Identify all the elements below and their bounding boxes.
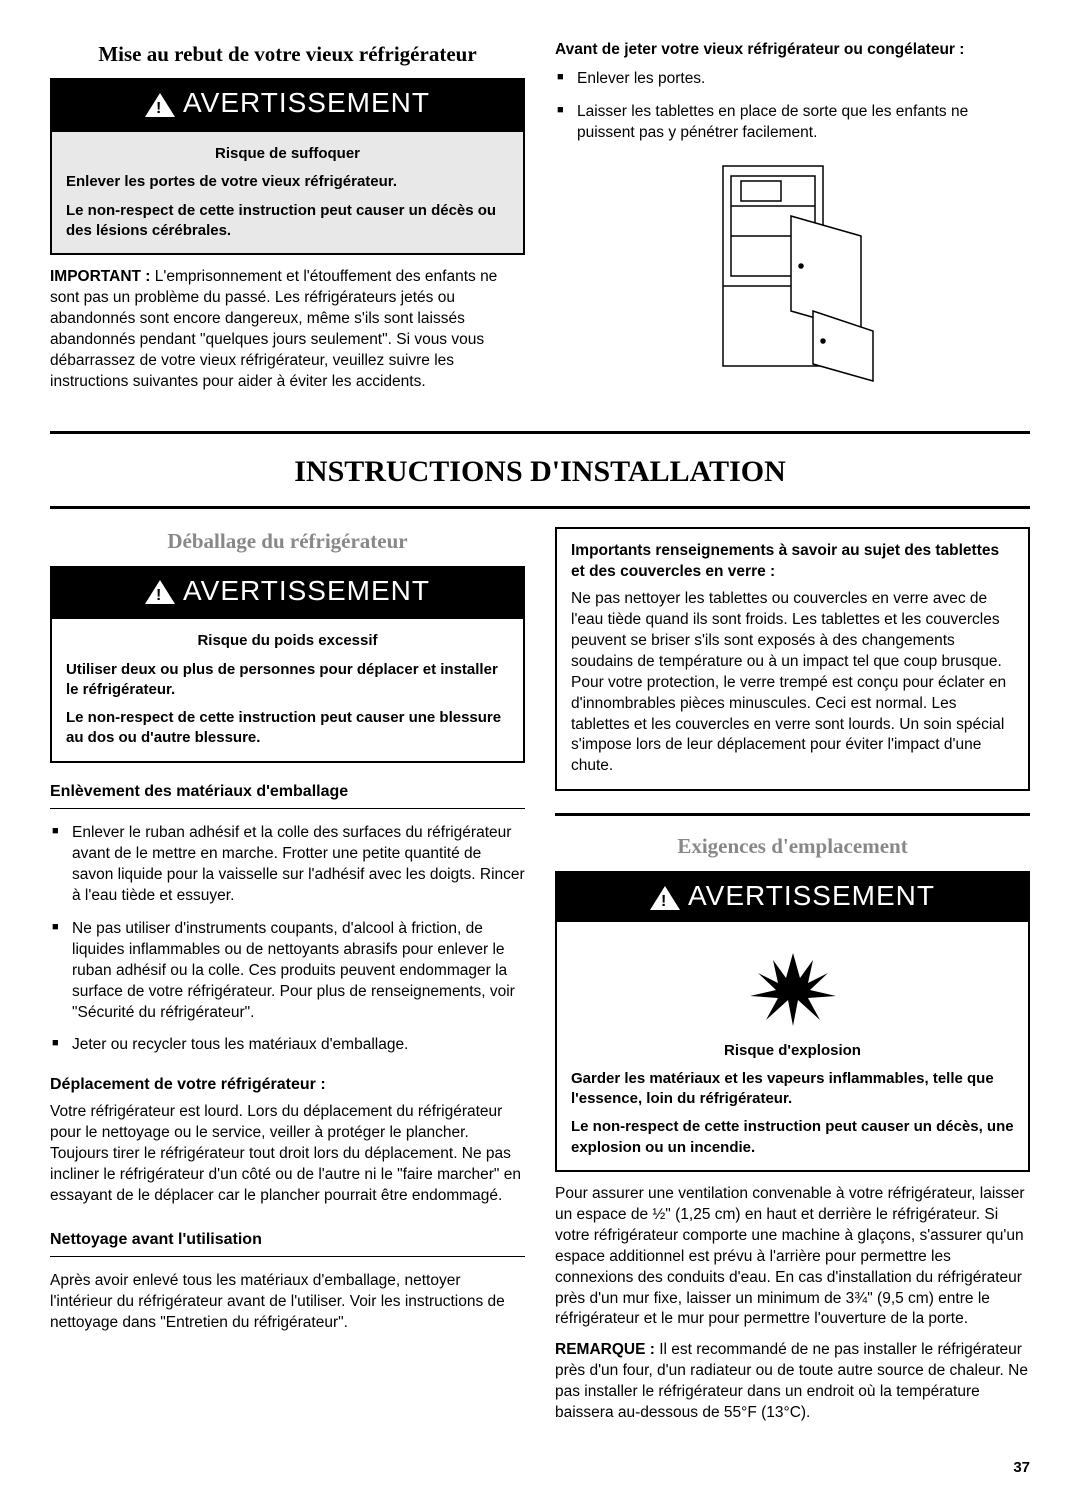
packaging-bullets: Enlever le ruban adhésif et la colle des… — [50, 823, 525, 1056]
cleaning-text: Après avoir enlevé tous les matériaux d'… — [50, 1271, 525, 1334]
explosion-icon — [571, 934, 1014, 1040]
disposal-heading: Mise au rebut de votre vieux réfrigérate… — [50, 40, 525, 68]
glass-infobox-body: Ne pas nettoyer les tablettes ou couverc… — [571, 589, 1014, 777]
install-section: Déballage du réfrigérateur AVERTISSEMENT… — [50, 527, 1030, 1434]
warning-banner-1: AVERTISSEMENT — [50, 78, 525, 130]
disposal-bullet-2: Laisser les tablettes en place de sorte … — [555, 102, 1030, 144]
top-right-col: Avant de jeter votre vieux réfrigérateur… — [555, 40, 1030, 403]
warning-banner-2: AVERTISSEMENT — [50, 566, 525, 618]
suffocation-warning-box: Risque de suffoquer Enlever les portes d… — [50, 130, 525, 255]
installation-main-heading: INSTRUCTIONS D'INSTALLATION — [50, 452, 1030, 493]
suffocation-line3: Le non-respect de cette instruction peut… — [66, 201, 509, 242]
page-number: 37 — [50, 1458, 1030, 1478]
divider-heavy-1 — [50, 431, 1030, 434]
remarque-label: REMARQUE : — [555, 1341, 655, 1358]
ventilation-paragraph: Pour assurer une ventilation convenable … — [555, 1184, 1030, 1424]
divider-heavy-3 — [555, 813, 1030, 816]
divider-thin-1 — [50, 808, 525, 809]
glass-shelves-infobox: Importants renseignements à savoir au su… — [555, 527, 1030, 791]
warning-banner-1-text: AVERTISSEMENT — [183, 84, 430, 122]
top-left-col: Mise au rebut de votre vieux réfrigérate… — [50, 40, 525, 403]
location-heading: Exigences d'emplacement — [555, 832, 1030, 860]
warning-banner-3: AVERTISSEMENT — [555, 871, 1030, 923]
packaging-removal-title: Enlèvement des matériaux d'emballage — [50, 781, 525, 803]
warning-triangle-icon — [650, 886, 680, 910]
warning-banner-2-text: AVERTISSEMENT — [183, 572, 430, 610]
divider-heavy-2 — [50, 506, 1030, 509]
glass-infobox-head: Importants renseignements à savoir au su… — [571, 541, 1014, 583]
important-text: L'emprisonnement et l'étouffement des en… — [50, 268, 497, 390]
disposal-bullets: Enlever les portes. Laisser les tablette… — [555, 69, 1030, 144]
weight-risk-title: Risque du poids excessif — [66, 631, 509, 651]
unpacking-heading: Déballage du réfrigérateur — [50, 527, 525, 555]
divider-thin-2 — [50, 1256, 525, 1257]
weight-line2: Utiliser deux ou plus de personnes pour … — [66, 660, 509, 701]
disposal-bullet-1: Enlever les portes. — [555, 69, 1030, 90]
packaging-bullet-3: Jeter ou recycler tous les matériaux d'e… — [50, 1035, 525, 1056]
warning-triangle-icon — [145, 580, 175, 604]
warning-triangle-icon — [145, 93, 175, 117]
ventilation-text: Pour assurer une ventilation convenable … — [555, 1184, 1030, 1330]
install-right-col: Importants renseignements à savoir au su… — [555, 527, 1030, 1434]
important-label: IMPORTANT : — [50, 268, 150, 285]
top-section: Mise au rebut de votre vieux réfrigérate… — [50, 40, 1030, 403]
suffocation-risk-title: Risque de suffoquer — [66, 144, 509, 164]
packaging-bullet-1: Enlever le ruban adhésif et la colle des… — [50, 823, 525, 907]
warning-banner-3-text: AVERTISSEMENT — [688, 877, 935, 915]
install-left-col: Déballage du réfrigérateur AVERTISSEMENT… — [50, 527, 525, 1434]
packaging-bullet-2: Ne pas utiliser d'instruments coupants, … — [50, 919, 525, 1024]
moving-fridge-text: Votre réfrigérateur est lourd. Lors du d… — [50, 1102, 525, 1207]
important-paragraph: IMPORTANT : L'emprisonnement et l'étouff… — [50, 267, 525, 393]
explosion-line3: Le non-respect de cette instruction peut… — [571, 1117, 1014, 1158]
explosion-warning-box: Risque d'explosion Garder les matériaux … — [555, 922, 1030, 1172]
moving-fridge-title: Déplacement de votre réfrigérateur : — [50, 1074, 525, 1096]
weight-line3: Le non-respect de cette instruction peut… — [66, 708, 509, 749]
weight-warning-box: Risque du poids excessif Utiliser deux o… — [50, 617, 525, 762]
cleaning-title: Nettoyage avant l'utilisation — [50, 1229, 525, 1251]
explosion-risk-title: Risque d'explosion — [571, 1041, 1014, 1061]
fridge-illustration — [555, 156, 1030, 393]
suffocation-line2: Enlever les portes de votre vieux réfrig… — [66, 172, 509, 192]
before-disposal-heading: Avant de jeter votre vieux réfrigérateur… — [555, 40, 1030, 61]
explosion-line2: Garder les matériaux et les vapeurs infl… — [571, 1069, 1014, 1110]
